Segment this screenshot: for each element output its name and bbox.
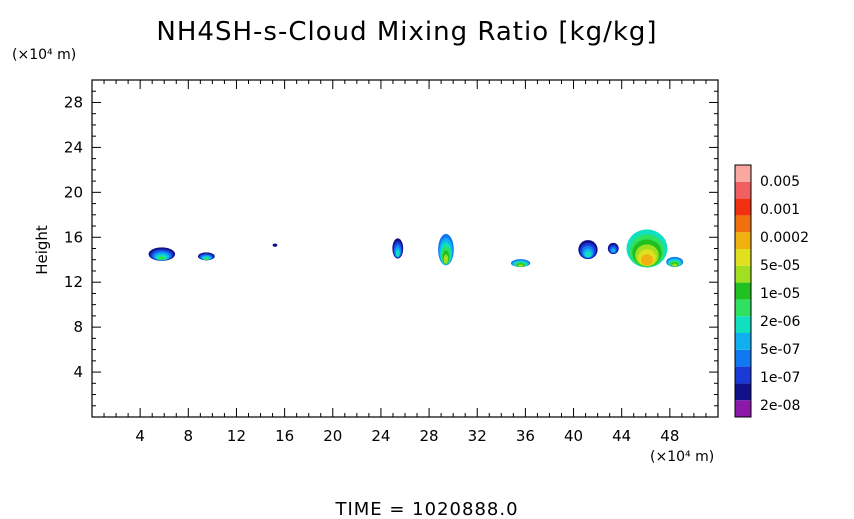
colorbar-label: 1e-05 <box>760 286 800 302</box>
plot-frame <box>91 79 719 418</box>
cloud-blob <box>148 247 176 261</box>
colorbar-swatch <box>735 232 751 249</box>
colorbar-swatch <box>735 215 751 233</box>
cloud-blob <box>666 256 684 268</box>
y-tick-label: 16 <box>64 228 83 246</box>
colorbar-swatch <box>735 400 751 417</box>
x-tick-label: 24 <box>371 427 390 445</box>
chart-title: NH4SH-s-Cloud Mixing Ratio [kg/kg] <box>156 17 657 47</box>
cloud-blob <box>578 240 598 260</box>
y-unit-label: (×10⁴ m) <box>12 47 76 63</box>
x-tick-label: 28 <box>420 427 439 445</box>
colorbar-label: 5e-05 <box>760 258 800 274</box>
colorbar-swatch <box>735 349 751 367</box>
x-tick-label: 4 <box>135 427 145 445</box>
colorbar-frame <box>734 164 752 418</box>
colorbar-swatch <box>735 249 751 266</box>
cloud-blob <box>510 259 531 268</box>
x-tick-label: 20 <box>323 427 342 445</box>
cloud-contour <box>443 254 449 264</box>
y-tick-label: 20 <box>64 183 83 201</box>
x-tick-label: 16 <box>275 427 294 445</box>
y-tick-label: 24 <box>64 138 83 156</box>
colorbar-swatch <box>735 333 751 350</box>
y-tick-label: 4 <box>73 363 83 381</box>
cloud-blob <box>438 233 454 266</box>
cloud-blob <box>392 238 404 259</box>
x-tick-label: 40 <box>564 427 583 445</box>
y-tick-label: 8 <box>73 318 83 336</box>
y-tick-label: 12 <box>64 273 83 291</box>
cloud-contour <box>157 256 166 261</box>
colorbar-label: 5e-07 <box>760 342 800 358</box>
cloud-blob <box>607 242 619 255</box>
colorbar-label: 2e-06 <box>760 314 800 330</box>
colorbar-swatch <box>735 383 751 401</box>
cloud-contour <box>396 250 400 257</box>
cloud-blob <box>197 252 215 261</box>
colorbar-swatch <box>735 366 751 384</box>
x-tick-label: 8 <box>184 427 194 445</box>
colorbar-swatch <box>735 265 751 283</box>
cloud-contour <box>272 243 278 247</box>
x-unit-label: (×10⁴ m) <box>650 449 714 465</box>
x-tick-label: 32 <box>468 427 487 445</box>
colorbar-label: 0.001 <box>760 202 800 218</box>
cloud-field <box>148 229 684 268</box>
x-tick-label: 48 <box>660 427 679 445</box>
colorbar-swatch <box>735 299 751 317</box>
time-label: TIME = 1020888.0 <box>334 499 518 519</box>
colorbar: 0.005 0.001 0.0002 5e-05 1e-05 2e-06 5e-07 1e-0… <box>734 164 809 418</box>
x-tick-label: 12 <box>227 427 246 445</box>
colorbar-swatch <box>735 198 751 216</box>
y-tick-label: 28 <box>64 93 83 111</box>
cloud-contour <box>611 248 616 253</box>
cloud-contour <box>203 257 209 260</box>
colorbar-swatch <box>735 165 751 182</box>
colorbar-swatch <box>735 316 751 333</box>
cloud-blob <box>626 229 668 268</box>
colorbar-label: 2e-08 <box>760 398 800 414</box>
cloud-contour <box>641 254 653 266</box>
colorbar-label: 1e-07 <box>760 370 800 386</box>
colorbar-swatch <box>735 282 751 300</box>
cloud-contour <box>672 263 678 267</box>
colorbar-label: 0.005 <box>760 174 800 190</box>
cloud-blob <box>272 243 278 247</box>
y-axis-label: Height <box>33 225 51 275</box>
colorbar-swatch <box>735 181 751 199</box>
x-tick-label: 44 <box>612 427 631 445</box>
colorbar-label: 0.0002 <box>760 230 809 246</box>
cloud-contour <box>584 251 592 258</box>
cloud-contour <box>517 264 524 267</box>
x-tick-label: 36 <box>516 427 535 445</box>
